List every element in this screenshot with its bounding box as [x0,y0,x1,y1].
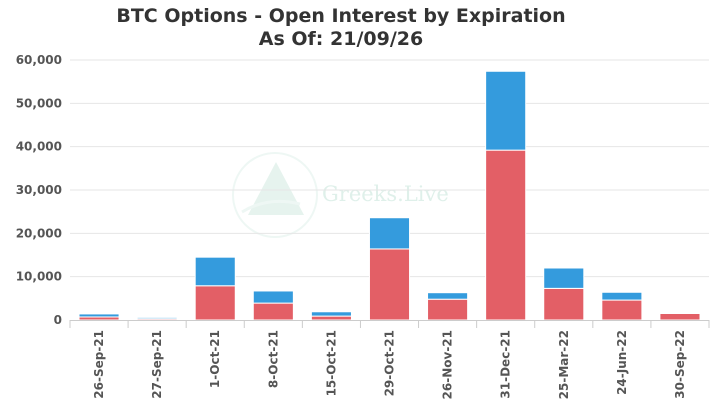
y-tick-label: 30,000 [16,183,62,197]
x-tick-label: 27-Sep-21 [150,330,164,399]
watermark-text: Greeks.Live [322,182,449,206]
bar-series-1[interactable] [601,291,643,301]
bar-series-0[interactable] [659,313,701,321]
y-tick-label: 40,000 [16,140,62,154]
bar-series-0[interactable] [252,302,294,321]
bar-series-1[interactable] [368,217,411,250]
bar-series-1[interactable] [310,311,352,317]
y-tick-labels: 0 10,000 20,000 30,000 40,000 50,000 60,000 [16,53,62,327]
bar-series-1[interactable] [194,256,236,287]
watermark-logo-wave [241,199,301,214]
bar-series-0[interactable] [368,248,411,321]
x-tick-label: 26-Sep-21 [92,330,106,399]
bar-series-0[interactable] [194,285,236,321]
watermark-logo-mountain [248,162,304,215]
bar-series-0[interactable] [485,149,527,321]
y-tick-label: 50,000 [16,96,62,110]
bar-series-1[interactable] [427,292,469,300]
axes [69,320,710,328]
watermark: Greeks.Live [232,152,449,238]
x-tick-label: 15-Oct-21 [324,330,338,396]
bar-series-1[interactable] [252,290,294,304]
bar-series-1[interactable] [543,267,585,289]
x-tick-label: 30-Sep-22 [673,330,687,399]
x-tick-label: 1-Oct-21 [208,330,222,388]
chart-title: BTC Options - Open Interest by Expiratio… [116,5,565,27]
x-tick-label: 24-Jun-22 [615,330,629,395]
bar-series-0[interactable] [601,299,643,321]
bar-series-1[interactable] [485,70,527,151]
bar-series-0[interactable] [310,315,352,321]
chart-subtitle: As Of: 21/09/26 [259,28,423,50]
y-tick-label: 10,000 [16,270,62,284]
y-tick-label: 60,000 [16,53,62,67]
bar-series-0[interactable] [427,298,469,321]
y-tick-label: 20,000 [16,226,62,240]
bar-series-1[interactable] [78,313,120,318]
bar-series-1[interactable] [136,316,178,320]
x-tick-label: 31-Dec-21 [499,330,513,399]
bars [78,70,701,321]
watermark-logo-circle [232,152,318,238]
x-tick-label: 25-Mar-22 [557,330,571,399]
x-tick-label: 29-Oct-21 [383,330,397,396]
x-tick-labels: 26-Sep-21 27-Sep-21 1-Oct-21 8-Oct-21 15-Oct… [92,330,687,399]
x-tick-label: 8-Oct-21 [266,330,280,388]
bar-series-0[interactable] [543,287,585,321]
y-tick-label: 0 [54,313,62,327]
x-tick-label: 26-Nov-21 [441,330,455,399]
